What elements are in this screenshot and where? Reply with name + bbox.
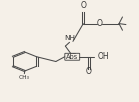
Text: O: O (86, 67, 92, 76)
Text: OH: OH (98, 52, 109, 61)
Text: O: O (97, 19, 103, 28)
FancyBboxPatch shape (65, 53, 80, 60)
Text: O: O (80, 1, 86, 10)
Text: CH₃: CH₃ (19, 75, 30, 80)
Text: NH: NH (65, 35, 76, 41)
Text: Abs: Abs (66, 54, 78, 60)
